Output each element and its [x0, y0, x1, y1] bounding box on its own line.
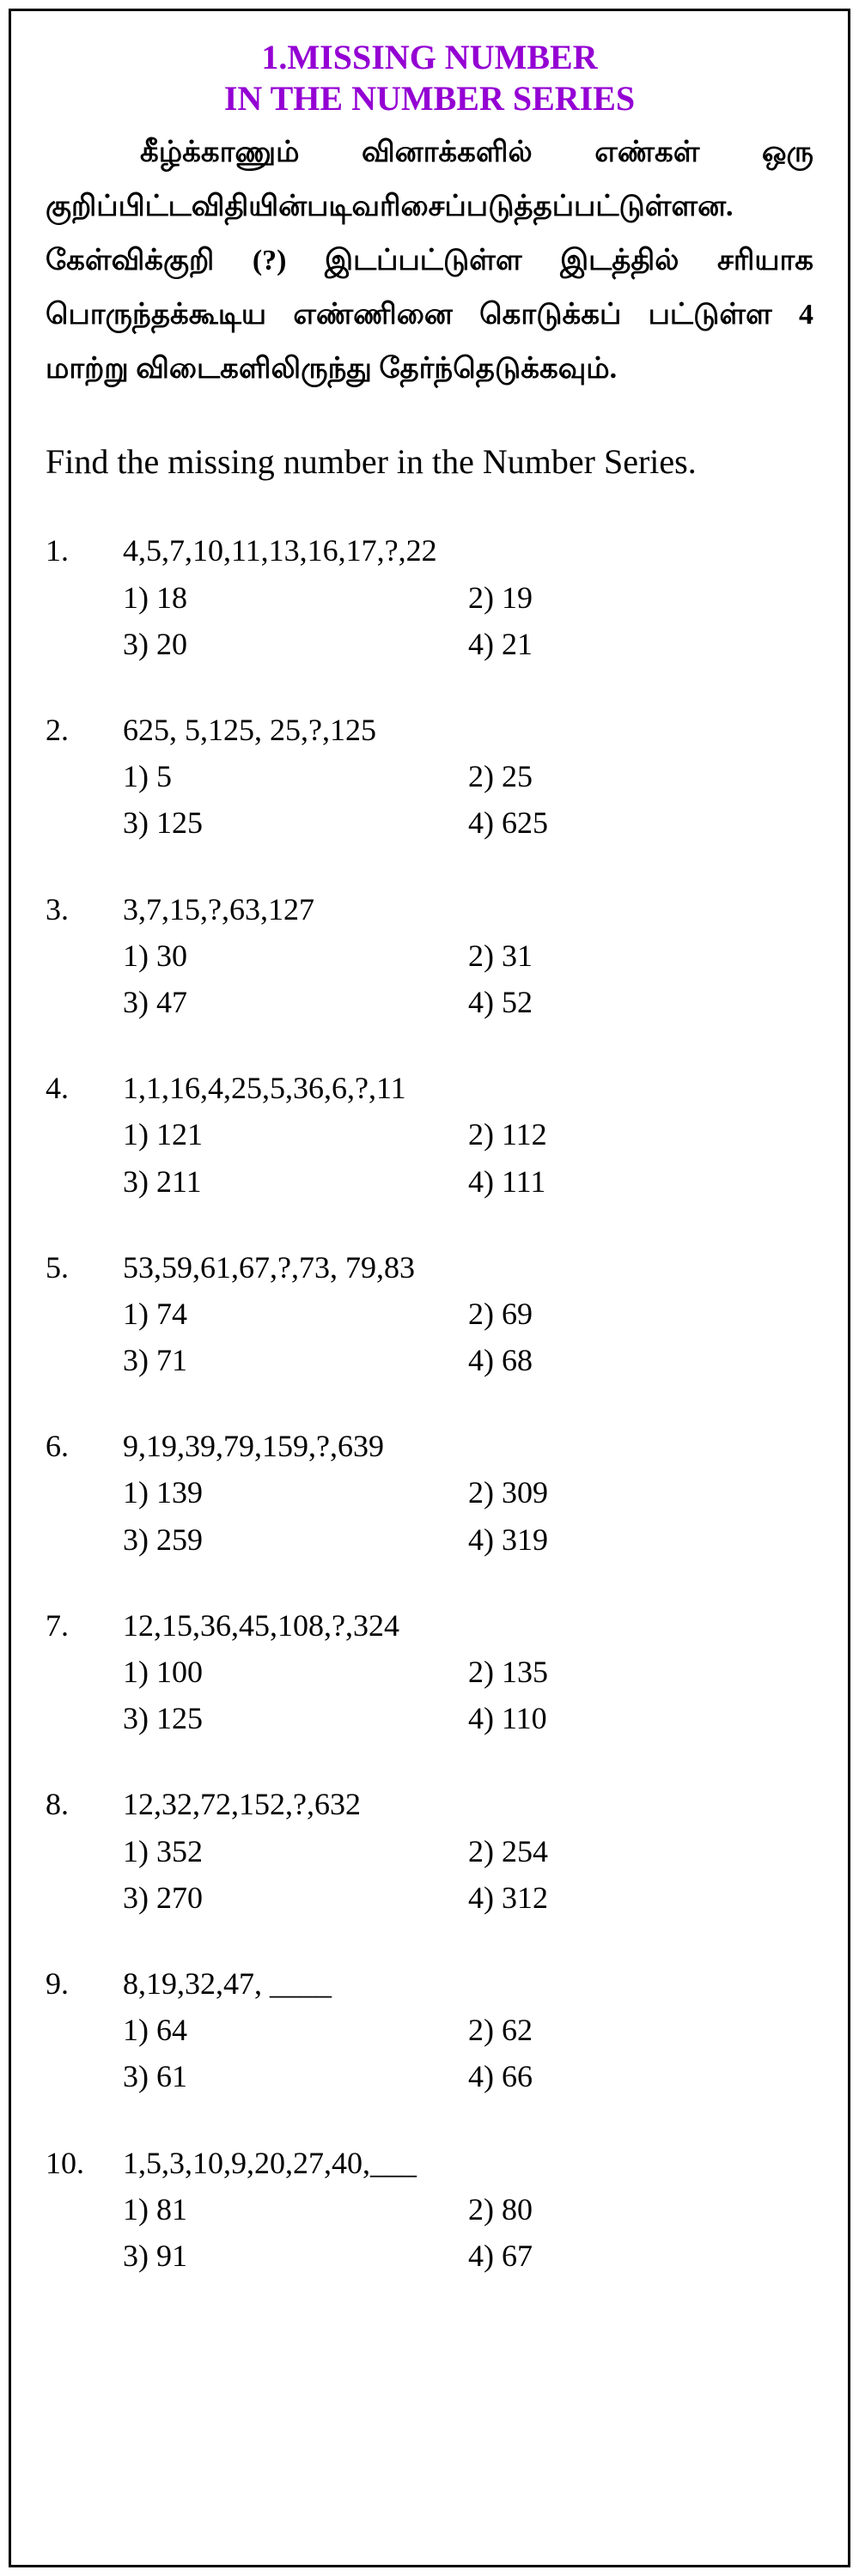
question-body: 1,5,3,10,9,20,27,40,___ 1) 81 2) 80 3) 9… — [123, 2141, 813, 2279]
question-6: 6. 9,19,39,79,159,?,639 1) 139 2) 309 3)… — [46, 1424, 813, 1562]
question-series: 8,19,32,47, ____ — [123, 1961, 813, 2006]
question-options: 1) 30 2) 31 3) 47 4) 52 — [123, 933, 813, 1024]
option-4: 4) 52 — [468, 980, 813, 1024]
question-7: 7. 12,15,36,45,108,?,324 1) 100 2) 135 3… — [46, 1603, 813, 1741]
option-4: 4) 625 — [468, 800, 813, 845]
english-instructions: Find the missing number in the Number Se… — [46, 439, 813, 485]
option-2: 2) 31 — [468, 933, 813, 978]
question-10: 10. 1,5,3,10,9,20,27,40,___ 1) 81 2) 80 … — [46, 2141, 813, 2279]
option-4: 4) 21 — [468, 622, 813, 666]
question-options: 1) 139 2) 309 3) 259 4) 319 — [123, 1470, 813, 1561]
question-options: 1) 74 2) 69 3) 71 4) 68 — [123, 1291, 813, 1382]
title-line-1: 1.MISSING NUMBER — [46, 37, 813, 78]
question-body: 625, 5,125, 25,?,125 1) 5 2) 25 3) 125 4… — [123, 708, 813, 846]
option-2: 2) 112 — [468, 1112, 813, 1157]
question-5: 5. 53,59,61,67,?,73, 79,83 1) 74 2) 69 3… — [46, 1245, 813, 1383]
question-options: 1) 64 2) 62 3) 61 4) 66 — [123, 2008, 813, 2099]
question-options: 1) 81 2) 80 3) 91 4) 67 — [123, 2187, 813, 2278]
option-1: 1) 121 — [123, 1112, 468, 1157]
question-2: 2. 625, 5,125, 25,?,125 1) 5 2) 25 3) 12… — [46, 708, 813, 846]
title-line-2: IN THE NUMBER SERIES — [46, 78, 813, 119]
option-1: 1) 139 — [123, 1470, 468, 1515]
option-4: 4) 319 — [468, 1517, 813, 1562]
question-options: 1) 5 2) 25 3) 125 4) 625 — [123, 754, 813, 845]
question-series: 12,15,36,45,108,?,324 — [123, 1603, 813, 1648]
option-3: 3) 20 — [123, 622, 468, 666]
option-1: 1) 100 — [123, 1649, 468, 1694]
question-number: 10. — [46, 2141, 123, 2279]
option-3: 3) 91 — [123, 2233, 468, 2278]
question-number: 3. — [46, 887, 123, 1025]
question-body: 1,1,16,4,25,5,36,6,?,11 1) 121 2) 112 3)… — [123, 1066, 813, 1204]
question-body: 53,59,61,67,?,73, 79,83 1) 74 2) 69 3) 7… — [123, 1245, 813, 1383]
option-3: 3) 125 — [123, 800, 468, 845]
question-1: 1. 4,5,7,10,11,13,16,17,?,22 1) 18 2) 19… — [46, 528, 813, 666]
option-1: 1) 30 — [123, 933, 468, 978]
option-1: 1) 352 — [123, 1829, 468, 1874]
option-3: 3) 71 — [123, 1338, 468, 1382]
option-3: 3) 259 — [123, 1517, 468, 1562]
option-2: 2) 80 — [468, 2187, 813, 2232]
option-1: 1) 81 — [123, 2187, 468, 2232]
option-1: 1) 5 — [123, 754, 468, 799]
question-series: 4,5,7,10,11,13,16,17,?,22 — [123, 528, 813, 573]
question-number: 4. — [46, 1066, 123, 1204]
option-4: 4) 312 — [468, 1875, 813, 1920]
question-body: 4,5,7,10,11,13,16,17,?,22 1) 18 2) 19 3)… — [123, 528, 813, 666]
tamil-instructions: கீழ்க்காணும் வினாக்களில் எண்கள் ஒரு குறி… — [46, 126, 813, 396]
option-1: 1) 18 — [123, 575, 468, 620]
option-2: 2) 135 — [468, 1649, 813, 1694]
option-3: 3) 270 — [123, 1875, 468, 1920]
option-2: 2) 19 — [468, 575, 813, 620]
question-8: 8. 12,32,72,152,?,632 1) 352 2) 254 3) 2… — [46, 1782, 813, 1920]
question-series: 1,1,16,4,25,5,36,6,?,11 — [123, 1066, 813, 1110]
question-number: 8. — [46, 1782, 123, 1920]
questions-container: 1. 4,5,7,10,11,13,16,17,?,22 1) 18 2) 19… — [46, 528, 813, 2278]
question-9: 9. 8,19,32,47, ____ 1) 64 2) 62 3) 61 4)… — [46, 1961, 813, 2099]
question-body: 8,19,32,47, ____ 1) 64 2) 62 3) 61 4) 66 — [123, 1961, 813, 2099]
option-4: 4) 66 — [468, 2054, 813, 2099]
option-4: 4) 110 — [468, 1696, 813, 1741]
page-frame: 1.MISSING NUMBER IN THE NUMBER SERIES கீ… — [9, 9, 850, 2567]
question-number: 9. — [46, 1961, 123, 2099]
question-body: 12,15,36,45,108,?,324 1) 100 2) 135 3) 1… — [123, 1603, 813, 1741]
option-3: 3) 125 — [123, 1696, 468, 1741]
option-4: 4) 111 — [468, 1159, 813, 1204]
option-1: 1) 64 — [123, 2008, 468, 2052]
question-4: 4. 1,1,16,4,25,5,36,6,?,11 1) 121 2) 112… — [46, 1066, 813, 1204]
question-number: 5. — [46, 1245, 123, 1383]
question-body: 3,7,15,?,63,127 1) 30 2) 31 3) 47 4) 52 — [123, 887, 813, 1025]
option-2: 2) 25 — [468, 754, 813, 799]
option-3: 3) 211 — [123, 1159, 468, 1204]
option-1: 1) 74 — [123, 1291, 468, 1336]
question-options: 1) 121 2) 112 3) 211 4) 111 — [123, 1112, 813, 1203]
option-2: 2) 62 — [468, 2008, 813, 2052]
question-body: 12,32,72,152,?,632 1) 352 2) 254 3) 270 … — [123, 1782, 813, 1920]
option-4: 4) 67 — [468, 2233, 813, 2278]
question-options: 1) 100 2) 135 3) 125 4) 110 — [123, 1649, 813, 1741]
question-number: 7. — [46, 1603, 123, 1741]
question-series: 53,59,61,67,?,73, 79,83 — [123, 1245, 813, 1290]
option-4: 4) 68 — [468, 1338, 813, 1382]
option-2: 2) 309 — [468, 1470, 813, 1515]
option-2: 2) 254 — [468, 1829, 813, 1874]
option-3: 3) 47 — [123, 980, 468, 1024]
question-options: 1) 18 2) 19 3) 20 4) 21 — [123, 575, 813, 666]
question-series: 625, 5,125, 25,?,125 — [123, 708, 813, 752]
option-3: 3) 61 — [123, 2054, 468, 2099]
question-3: 3. 3,7,15,?,63,127 1) 30 2) 31 3) 47 4) … — [46, 887, 813, 1025]
question-series: 1,5,3,10,9,20,27,40,___ — [123, 2141, 813, 2185]
question-options: 1) 352 2) 254 3) 270 4) 312 — [123, 1829, 813, 1920]
question-series: 9,19,39,79,159,?,639 — [123, 1424, 813, 1468]
question-number: 6. — [46, 1424, 123, 1562]
question-body: 9,19,39,79,159,?,639 1) 139 2) 309 3) 25… — [123, 1424, 813, 1562]
question-series: 12,32,72,152,?,632 — [123, 1782, 813, 1826]
option-2: 2) 69 — [468, 1291, 813, 1336]
question-number: 1. — [46, 528, 123, 666]
question-series: 3,7,15,?,63,127 — [123, 887, 813, 932]
question-number: 2. — [46, 708, 123, 846]
